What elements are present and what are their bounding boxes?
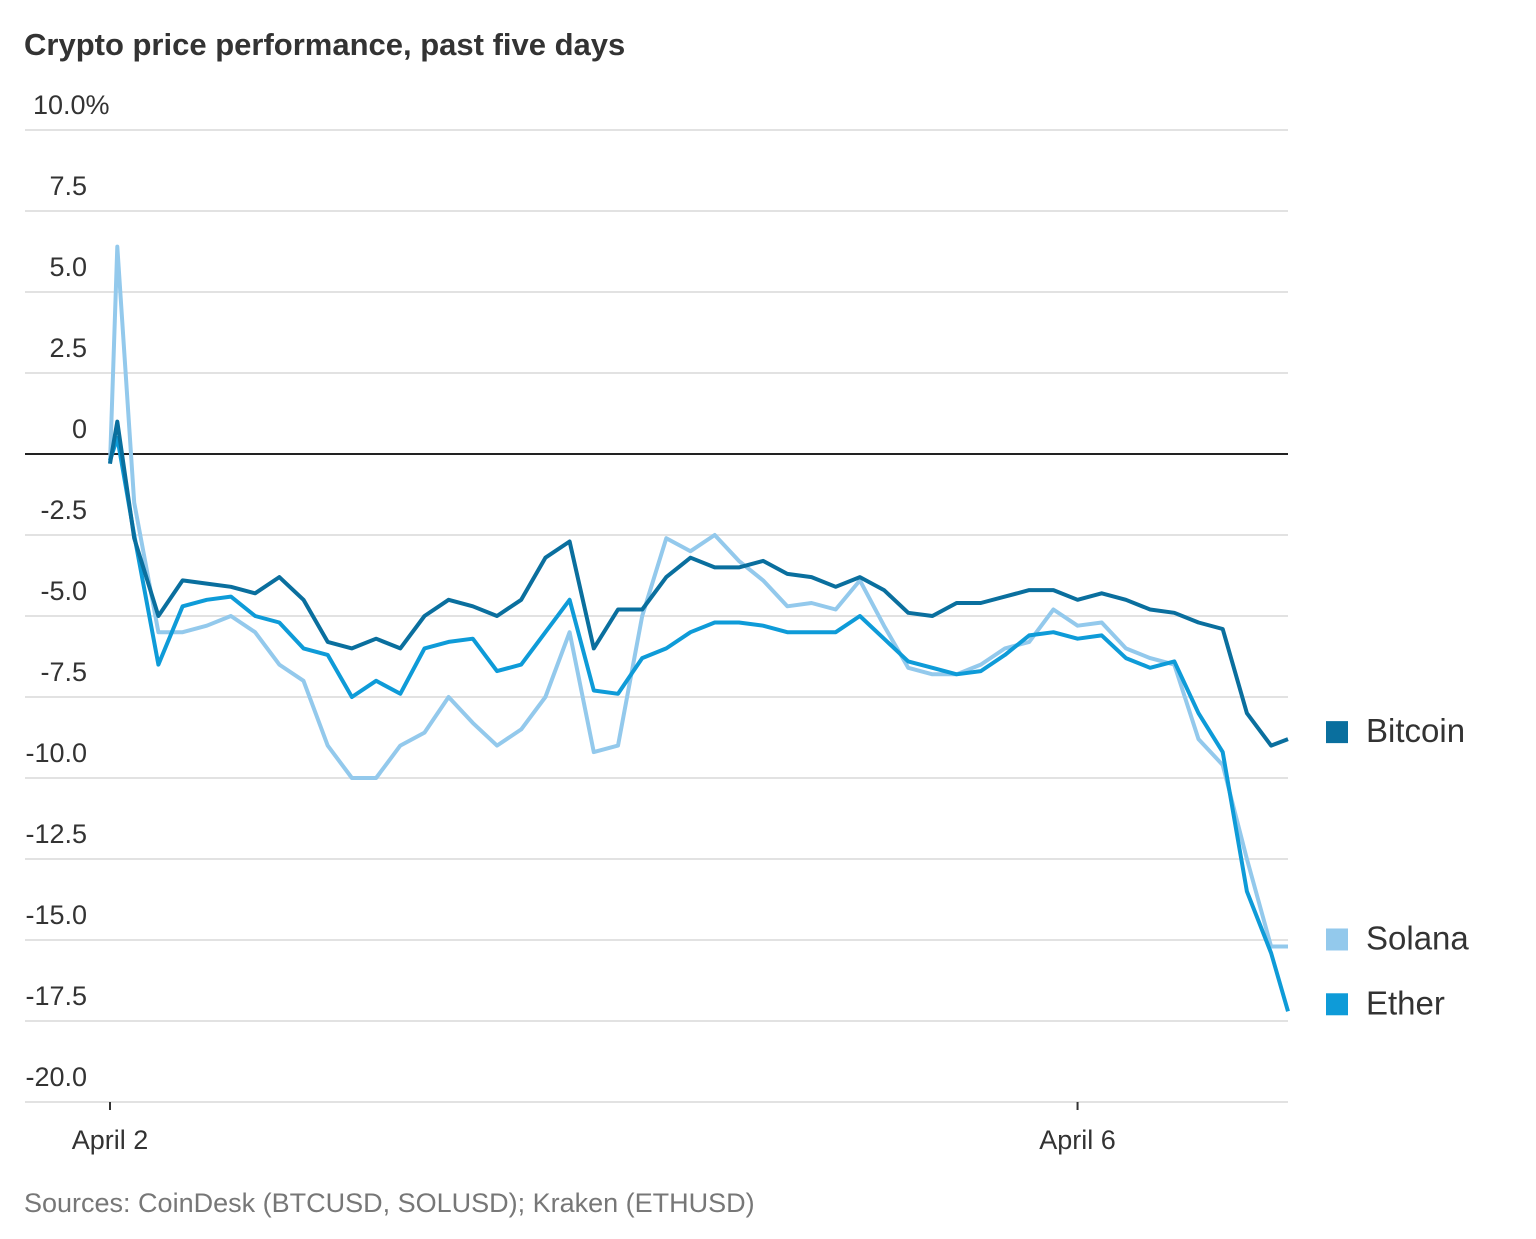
legend-swatch <box>1326 993 1348 1016</box>
y-tick-label: -10.0 <box>25 738 87 768</box>
legend-item: Solana <box>1326 919 1469 956</box>
legend-label: Solana <box>1366 919 1469 956</box>
y-tick-label: -15.0 <box>25 900 87 930</box>
legend-swatch <box>1326 928 1348 951</box>
y-tick-label: 5.0 <box>49 252 87 282</box>
legend-swatch <box>1326 721 1348 744</box>
legend-item: Bitcoin <box>1326 712 1465 749</box>
chart-title: Crypto price performance, past five days <box>24 27 625 62</box>
y-tick-label: 7.5 <box>49 171 87 201</box>
y-tick-label: 0 <box>72 414 87 444</box>
y-tick-label: -5.0 <box>40 576 87 606</box>
series-line <box>108 419 1289 748</box>
legend-label: Ether <box>1366 984 1445 1021</box>
source-note: Sources: CoinDesk (BTCUSD, SOLUSD); Krak… <box>24 1188 755 1218</box>
y-tick-label: -20.0 <box>25 1062 87 1092</box>
y-tick-label: -17.5 <box>25 981 87 1011</box>
x-tick-label: April 2 <box>72 1125 149 1155</box>
series-line <box>108 244 1288 949</box>
y-tick-label: 2.5 <box>49 333 87 363</box>
y-tick-label: -12.5 <box>25 819 87 849</box>
y-tick-label: -7.5 <box>40 657 87 687</box>
legend-label: Bitcoin <box>1366 712 1465 749</box>
y-tick-label: -2.5 <box>40 495 87 525</box>
y-tick-label: 10.0% <box>33 90 110 120</box>
x-tick-label: April 6 <box>1039 1125 1116 1155</box>
series-line <box>108 435 1290 1012</box>
legend-item: Ether <box>1326 984 1445 1021</box>
